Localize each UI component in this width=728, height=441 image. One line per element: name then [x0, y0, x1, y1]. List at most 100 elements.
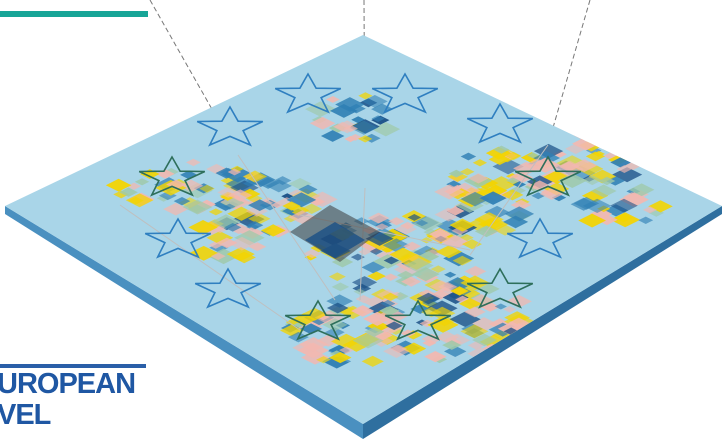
- land-tile: [351, 305, 375, 317]
- land-tile: [494, 303, 507, 310]
- land-tile: [158, 191, 177, 201]
- land-tile: [260, 224, 286, 237]
- land-tile: [166, 179, 186, 190]
- land-tile: [590, 184, 617, 198]
- land-tile: [430, 265, 446, 273]
- land-tile: [610, 140, 634, 153]
- eu-star-icon: [466, 267, 534, 309]
- land-tile: [504, 206, 535, 222]
- land-tile: [320, 130, 345, 142]
- land-tile: [248, 213, 271, 225]
- land-tile: [488, 153, 511, 165]
- land-tile: [460, 324, 489, 339]
- land-tile: [421, 306, 442, 318]
- land-tile: [221, 166, 254, 183]
- land-tile: [234, 230, 265, 246]
- land-tile: [303, 249, 322, 258]
- land-tile: [527, 152, 540, 159]
- land-tile: [371, 115, 385, 122]
- land-tile: [422, 339, 437, 347]
- land-tile: [325, 95, 340, 103]
- land-tile: [298, 337, 329, 352]
- section-title-line-2: VEL: [0, 399, 51, 431]
- land-tile: [444, 271, 457, 278]
- land-tile: [245, 205, 269, 217]
- land-tile: [134, 178, 150, 186]
- eu-stars: [138, 72, 582, 341]
- eu-star-icon: [144, 217, 212, 259]
- eu-star-icon: [274, 72, 342, 114]
- land-tile: [224, 223, 242, 232]
- land-tile: [128, 196, 144, 205]
- land-tile: [301, 307, 328, 321]
- land-tile: [531, 192, 546, 200]
- land-tile: [188, 220, 218, 235]
- land-tile: [452, 255, 473, 266]
- land-tile: [582, 198, 612, 213]
- eu-star-icon: [514, 155, 582, 197]
- land-tile: [415, 219, 429, 227]
- land-tile: [367, 212, 390, 224]
- land-tile: [444, 345, 467, 358]
- land-tile: [361, 355, 384, 367]
- land-tile: [335, 97, 365, 112]
- land-tile: [265, 179, 292, 193]
- land-tile: [331, 256, 354, 268]
- land-tile: [508, 317, 530, 329]
- land-tile: [119, 187, 138, 197]
- land-tile: [448, 169, 464, 178]
- land-tile: [412, 216, 444, 232]
- land-tile: [383, 256, 400, 265]
- land-tile: [464, 265, 487, 277]
- eu-star-icon: [284, 299, 352, 341]
- land-tile: [352, 332, 384, 349]
- land-tile: [367, 271, 386, 281]
- land-tile: [227, 189, 253, 202]
- hotspot-square-icon: [290, 205, 380, 262]
- land-tile: [434, 331, 459, 344]
- land-tile: [242, 170, 268, 183]
- land-tile: [628, 183, 655, 197]
- land-tile: [375, 223, 389, 231]
- section-title: UROPEAN VEL: [0, 369, 197, 431]
- land-tile: [450, 286, 469, 296]
- land-tile: [557, 173, 587, 188]
- land-tile: [339, 346, 354, 354]
- land-tile: [186, 158, 201, 167]
- land-tile: [178, 179, 204, 192]
- land-tile: [206, 163, 227, 175]
- land-tile: [182, 199, 213, 215]
- land-tile: [613, 144, 641, 158]
- land-tile: [371, 121, 401, 137]
- land-tile: [365, 231, 394, 246]
- land-tile: [578, 213, 606, 228]
- land-tile: [460, 191, 490, 207]
- land-tile: [353, 288, 366, 295]
- land-tile: [479, 191, 507, 205]
- land-tile: [552, 161, 584, 177]
- land-tile: [529, 157, 561, 173]
- land-tile: [551, 194, 567, 202]
- land-tile: [343, 124, 358, 133]
- blue-accent-bar: [0, 364, 146, 368]
- land-tile: [199, 184, 215, 193]
- land-tile: [429, 232, 450, 243]
- land-tile: [461, 239, 483, 250]
- land-tile: [419, 319, 435, 328]
- eu-star-icon: [194, 267, 262, 309]
- land-tile: [449, 218, 476, 232]
- land-tile: [379, 305, 400, 316]
- land-tile: [383, 273, 399, 281]
- land-tile: [464, 306, 486, 318]
- land-tile: [173, 197, 191, 206]
- land-tile: [429, 280, 454, 293]
- land-tile: [468, 173, 489, 184]
- land-tile: [393, 261, 424, 277]
- land-tile: [533, 143, 564, 159]
- land-tile: [626, 144, 654, 159]
- land-tile: [416, 292, 441, 305]
- land-tile: [420, 237, 433, 244]
- land-tile: [358, 92, 373, 100]
- land-tile: [355, 295, 372, 303]
